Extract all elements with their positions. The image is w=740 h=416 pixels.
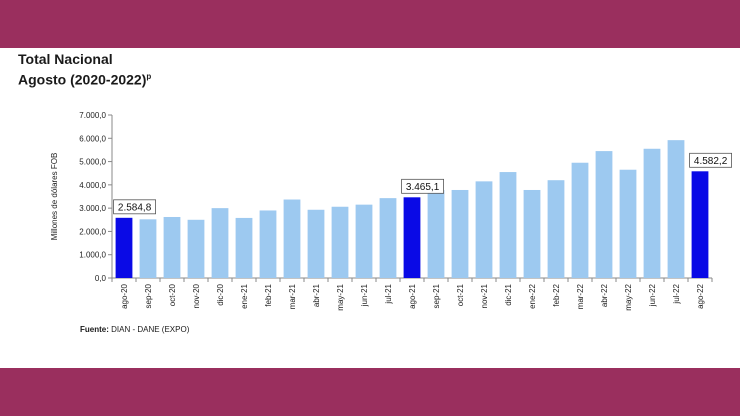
source-label: Fuente:: [80, 325, 109, 334]
bar-sep-20: [139, 219, 157, 278]
x-tick-label: feb-22: [552, 283, 561, 306]
bar-jun-21: [355, 204, 373, 278]
x-tick-label: ago-22: [696, 283, 705, 308]
bar-abr-21: [307, 209, 325, 278]
x-tick-label: jul-21: [384, 283, 393, 304]
x-tick-label: abr-21: [312, 283, 321, 307]
x-tick-label: nov-21: [480, 283, 489, 308]
x-tick-label: jun-21: [360, 283, 369, 307]
bar-feb-21: [259, 210, 277, 278]
data-label-box: [689, 152, 732, 168]
x-tick-label: ene-21: [240, 283, 249, 308]
bar-chart: 0,0 1.000,0 2.000,0 3.000,0 4.000,0 5.000,0 6.…: [50, 111, 732, 311]
y-tick-label: 4.000,0: [79, 181, 106, 190]
x-tick-label: ago-21: [408, 283, 417, 308]
data-label-ago-20: 2.584,8: [118, 202, 152, 213]
x-tick-label: jun-22: [648, 283, 657, 307]
x-tick-label: feb-21: [264, 283, 273, 306]
bar-jul-22: [667, 140, 685, 278]
title-superscript: p: [146, 72, 152, 81]
source-note: Fuente: DIAN - DANE (EXPO): [80, 325, 189, 334]
y-tick-label: 0,0: [95, 274, 107, 283]
y-axis-label: Millones de dólares FOB: [50, 153, 59, 241]
bar-dic-21: [499, 172, 517, 278]
x-tick-label: oct-20: [168, 283, 177, 306]
bar-ene-22: [523, 189, 541, 278]
x-tick-label: oct-21: [456, 283, 465, 306]
y-tick-label: 7.000,0: [79, 111, 106, 120]
source-text: DIAN - DANE (EXPO): [111, 325, 190, 334]
data-label-box: [401, 178, 445, 194]
chart-title: Total Nacional Agosto (2020-2022)p: [18, 50, 151, 89]
x-tick-label: ene-22: [528, 283, 537, 308]
bar-abr-22: [595, 151, 613, 278]
x-tick-label: abr-22: [600, 283, 609, 307]
x-tick-label: ago-20: [120, 283, 129, 308]
x-tick-label: mar-22: [576, 283, 585, 309]
bar-ago-21: [403, 197, 421, 278]
data-label-ago-21: 3.465,1: [406, 182, 440, 193]
x-tick-label: may-21: [336, 283, 345, 310]
bar-jul-21: [379, 198, 397, 278]
bar-dic-20: [211, 208, 229, 278]
title-line-2: Agosto (2020-2022)p: [18, 68, 151, 89]
bar-may-21: [331, 206, 349, 278]
x-tick-label: sep-20: [144, 283, 153, 308]
x-tick-label: mar-21: [288, 283, 297, 309]
bar-nov-20: [187, 219, 205, 278]
chart-panel: Total Nacional Agosto (2020-2022)p 0,0 1.…: [0, 48, 740, 368]
bar-sep-21: [427, 189, 445, 278]
bar-ene-21: [235, 217, 253, 278]
bar-nov-21: [475, 181, 493, 278]
title-line-1: Total Nacional: [18, 51, 113, 67]
bar-ago-20: [115, 217, 133, 278]
bar-jun-22: [643, 148, 661, 278]
x-tick-label: may-22: [624, 283, 633, 310]
bar-oct-21: [451, 189, 469, 278]
y-tick-label: 3.000,0: [79, 204, 106, 213]
bar-feb-22: [547, 180, 565, 278]
y-tick-label: 6.000,0: [79, 134, 106, 143]
x-tick-label: sep-21: [432, 283, 441, 308]
y-tick-label: 5.000,0: [79, 158, 106, 167]
x-tick-label: jul-22: [672, 283, 681, 304]
x-tick-label: dic-20: [216, 283, 225, 305]
y-tick-label: 1.000,0: [79, 251, 106, 260]
title-line-2-text: Agosto (2020-2022): [18, 71, 147, 88]
bar-oct-20: [163, 216, 181, 278]
bar-mar-22: [571, 162, 589, 278]
x-tick-label: dic-21: [504, 283, 513, 305]
x-tick-label: nov-20: [192, 283, 201, 308]
bar-mar-21: [283, 199, 301, 278]
bar-ago-22: [691, 171, 709, 278]
bar-may-22: [619, 169, 637, 278]
data-label-ago-22: 4.582,2: [694, 156, 728, 167]
y-tick-label: 2.000,0: [79, 227, 106, 236]
data-label-box: [113, 199, 156, 215]
